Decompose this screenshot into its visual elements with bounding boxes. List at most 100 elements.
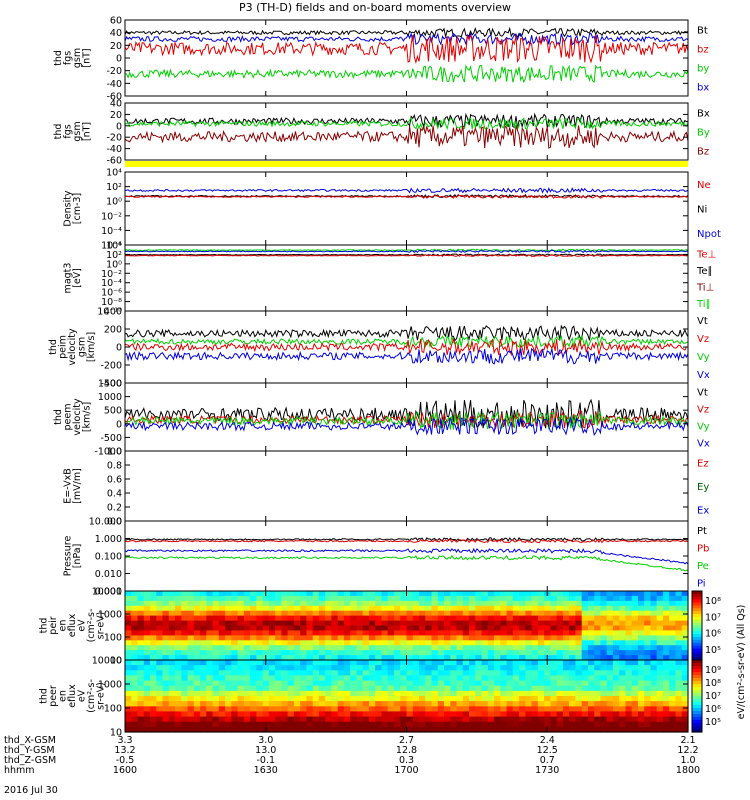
peir-heatmap-cell bbox=[469, 645, 476, 651]
fgs1-ytick-label: 20 bbox=[110, 41, 122, 52]
peer-heatmap-cell bbox=[437, 690, 445, 697]
peir-heatmap-cell bbox=[606, 655, 614, 661]
peir-heatmap-cell bbox=[212, 595, 220, 602]
peer-heatmap-cell bbox=[268, 726, 276, 733]
peem-ytick-label: -1000 bbox=[94, 447, 122, 458]
peer-heatmap-cell bbox=[437, 675, 445, 682]
peem-ylabel-line: [km/s] bbox=[81, 402, 92, 432]
peer-heatmap-cell bbox=[369, 726, 376, 733]
peir-heatmap-cell bbox=[268, 615, 276, 622]
peir-heatmap-cell bbox=[481, 591, 489, 597]
peir-heatmap-cell bbox=[275, 645, 282, 651]
peir-heatmap-cell bbox=[206, 595, 214, 602]
peer-heatmap-cell bbox=[125, 660, 132, 666]
peir-heatmap-cell bbox=[206, 635, 214, 641]
peer-heatmap-cell bbox=[162, 716, 170, 723]
peir-heatmap-cell bbox=[168, 600, 176, 607]
peer-heatmap-cell bbox=[218, 716, 226, 723]
peer-heatmap-cell bbox=[206, 680, 214, 687]
peir-heatmap-cell bbox=[462, 625, 470, 631]
peer-heatmap-cell bbox=[131, 685, 139, 692]
peir-heatmap-cell bbox=[156, 625, 164, 631]
peer-heatmap-cell bbox=[450, 716, 458, 723]
peir-heatmap-cell bbox=[531, 600, 539, 607]
peir-heatmap-cell bbox=[500, 591, 508, 597]
peir-heatmap-cell bbox=[350, 610, 358, 617]
peir-heatmap-cell bbox=[562, 610, 570, 617]
xaxis-value: 2.4 bbox=[540, 735, 555, 746]
peir-heatmap-cell bbox=[512, 591, 520, 597]
peir-heatmap-cell bbox=[587, 605, 595, 612]
peer-heatmap-cell bbox=[581, 706, 589, 712]
peir-heatmap-cell bbox=[312, 595, 320, 602]
peer-colorbar-tick: 10⁸ bbox=[705, 678, 721, 689]
peer-heatmap-cell bbox=[456, 665, 464, 671]
peer-heatmap-cell bbox=[375, 726, 383, 733]
peer-heatmap-cell bbox=[181, 690, 189, 697]
peir-heatmap-cell bbox=[437, 655, 445, 661]
peer-heatmap-cell bbox=[268, 660, 276, 666]
peir-heatmap-cell bbox=[350, 630, 358, 636]
peer-heatmap-cell bbox=[325, 690, 333, 697]
peer-heatmap-cell bbox=[519, 721, 526, 728]
peer-heatmap-cell bbox=[287, 675, 295, 682]
peir-heatmap-cell bbox=[481, 610, 489, 617]
peir-heatmap-cell bbox=[243, 595, 251, 602]
peir-heatmap-cell bbox=[681, 620, 689, 627]
peir-heatmap-cell bbox=[531, 645, 539, 651]
peir-heatmap-cell bbox=[262, 605, 270, 612]
peer-heatmap-cell bbox=[406, 675, 414, 682]
peir-heatmap-cell bbox=[644, 645, 652, 651]
peir-heatmap-cell bbox=[669, 605, 677, 612]
peim-series-vt bbox=[124, 324, 689, 342]
peir-heatmap-cell bbox=[644, 640, 652, 646]
peer-heatmap-cell bbox=[131, 665, 139, 671]
peir-heatmap-cell bbox=[475, 591, 483, 597]
peir-heatmap-cell bbox=[312, 620, 320, 627]
peir-heatmap-cell bbox=[406, 640, 414, 646]
peer-heatmap-cell bbox=[419, 726, 426, 733]
peir-heatmap-cell bbox=[250, 615, 257, 622]
peer-heatmap-cell bbox=[243, 685, 251, 692]
peer-heatmap-cell bbox=[243, 706, 251, 712]
peer-heatmap-cell bbox=[175, 680, 182, 687]
peir-heatmap-cell bbox=[331, 620, 339, 627]
peir-heatmap-cell bbox=[331, 610, 339, 617]
peir-heatmap-cell bbox=[231, 645, 239, 651]
peir-heatmap-cell bbox=[281, 610, 289, 617]
peer-heatmap-cell bbox=[250, 716, 257, 723]
peer-heatmap-cell bbox=[362, 660, 370, 666]
peir-heatmap-cell bbox=[562, 625, 570, 631]
peer-heatmap-cell bbox=[312, 690, 320, 697]
peir-heatmap-cell bbox=[406, 625, 414, 631]
peer-heatmap-cell bbox=[318, 716, 326, 723]
peer-colorbar-frame bbox=[691, 659, 703, 733]
peir-heatmap-cell bbox=[519, 615, 526, 622]
peir-heatmap-cell bbox=[663, 625, 670, 631]
peer-heatmap-cell bbox=[400, 665, 408, 671]
peer-heatmap-cell bbox=[212, 675, 220, 682]
peir-heatmap-cell bbox=[300, 635, 308, 641]
peir-heatmap-cell bbox=[444, 615, 451, 622]
peer-heatmap-cell bbox=[569, 670, 576, 676]
peer-heatmap-cell bbox=[575, 680, 583, 687]
peer-heatmap-cell bbox=[519, 685, 526, 692]
peir-heatmap-cell bbox=[275, 650, 282, 656]
peir-heatmap-cell bbox=[656, 635, 664, 641]
peir-heatmap-cell bbox=[663, 620, 670, 627]
peir-heatmap-cell bbox=[619, 645, 627, 651]
peir-heatmap-cell bbox=[262, 640, 270, 646]
peer-colorbar-step bbox=[692, 690, 702, 694]
peer-heatmap-cell bbox=[450, 711, 458, 718]
peir-heatmap-cell bbox=[663, 595, 670, 602]
peer-heatmap-cell bbox=[550, 675, 558, 682]
peer-heatmap-cell bbox=[381, 665, 389, 671]
peer-heatmap-cell bbox=[612, 680, 620, 687]
peir-heatmap-cell bbox=[143, 591, 151, 597]
peer-heatmap-cell bbox=[600, 670, 608, 676]
peer-heatmap-cell bbox=[243, 670, 251, 676]
peer-heatmap-cell bbox=[162, 690, 170, 697]
peir-heatmap-cell bbox=[519, 605, 526, 612]
peir-heatmap-cell bbox=[569, 635, 576, 641]
peer-heatmap-cell bbox=[550, 696, 558, 702]
